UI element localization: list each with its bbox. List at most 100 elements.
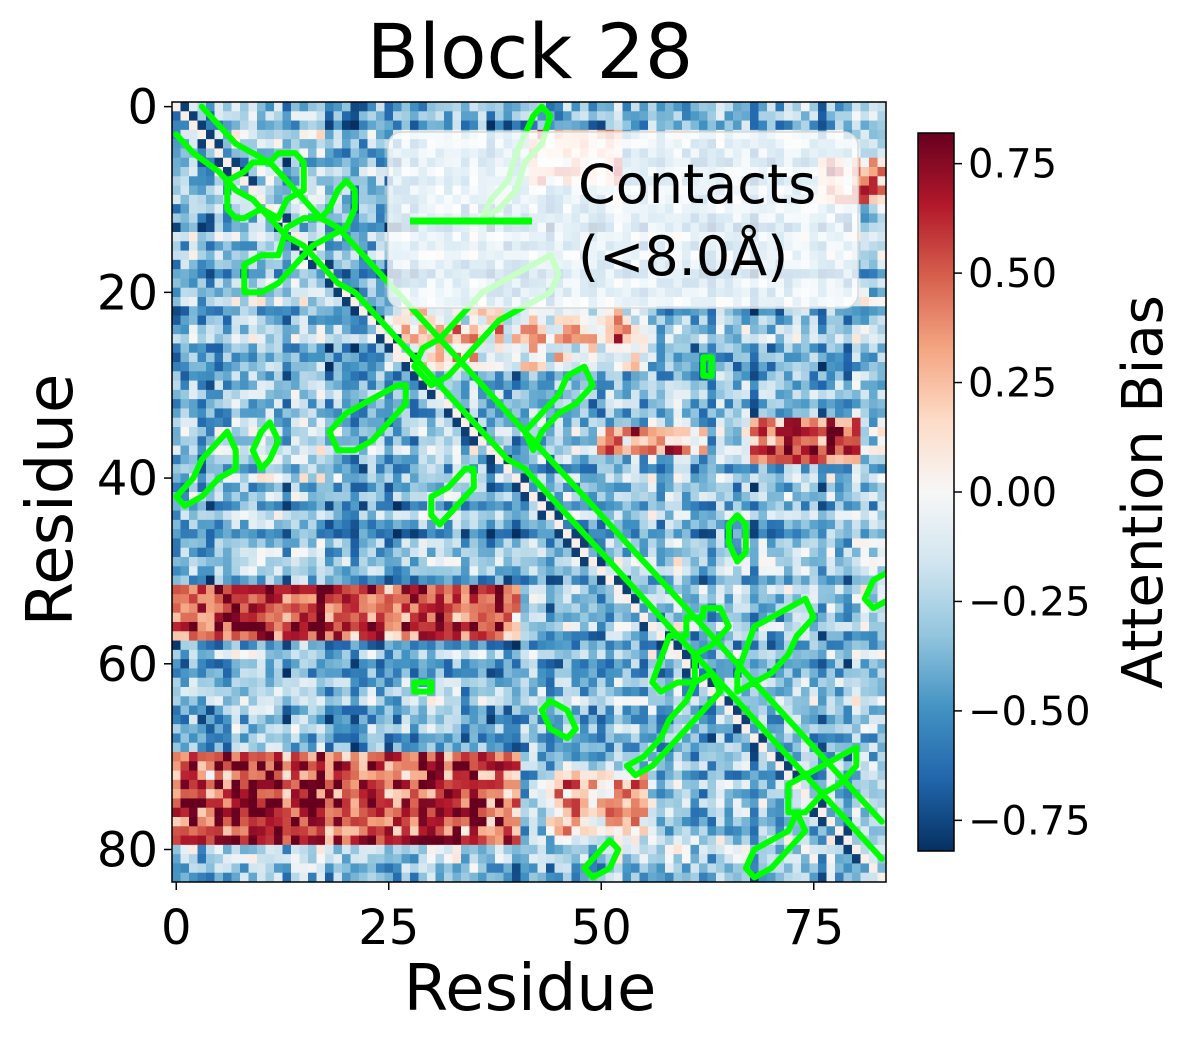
heatmap-cell [418,649,428,660]
heatmap-cell [231,501,241,511]
heatmap-cell [503,612,513,623]
heatmap-cell [512,399,521,409]
heatmap-cell [546,306,555,316]
heatmap-cell [852,389,861,400]
heatmap-cell [495,519,504,530]
heatmap-cell [563,594,572,604]
heatmap-cell [376,259,385,270]
heatmap-cell [291,222,300,233]
heatmap-cell [461,445,470,456]
heatmap-cell [733,334,742,344]
heatmap-cell [342,278,351,289]
heatmap-cell [265,111,275,121]
heatmap-cell [537,529,547,539]
heatmap-cell [597,557,606,567]
heatmap-cell [214,529,224,539]
heatmap-cell [316,287,326,298]
heatmap-cell [682,547,691,558]
heatmap-cell [877,148,887,159]
heatmap-cell [563,352,572,363]
heatmap-cell [673,399,683,409]
heatmap-cell [758,594,768,604]
heatmap-cell [690,557,700,567]
heatmap-cell [376,297,385,307]
heatmap-cell [172,575,181,586]
heatmap-cell [852,640,861,651]
heatmap-cell [435,492,445,502]
heatmap-cell [775,324,785,335]
heatmap-cell [809,631,819,641]
heatmap-cell [741,501,751,511]
heatmap-cell [384,334,394,344]
heatmap-cell [639,575,649,586]
heatmap-cell [843,417,853,428]
heatmap-cell [231,622,241,632]
heatmap-cell [299,306,309,316]
heatmap-cell [656,417,666,428]
heatmap-cell [418,417,428,428]
heatmap-cell [359,492,368,502]
heatmap-cell [248,454,258,465]
heatmap-cell [656,594,666,604]
heatmap-cell [495,482,504,493]
heatmap-cell [529,324,538,335]
heatmap-cell [682,427,691,437]
heatmap-cell [546,408,555,419]
heatmap-cell [571,315,581,326]
heatmap-cell [257,129,266,140]
heatmap-cell [418,120,428,131]
heatmap-cell [435,343,445,354]
heatmap-cell [189,213,198,224]
heatmap-cell [741,408,751,419]
heatmap-cell [750,557,759,567]
heatmap-cell [741,324,751,335]
heatmap-cell [299,222,309,233]
heatmap-cell [809,445,819,456]
heatmap-cell [503,324,513,335]
heatmap-cell [860,269,870,279]
heatmap-cell [223,566,232,576]
heatmap-cell [758,427,768,437]
heatmap-cell [308,259,317,270]
heatmap-cell [257,603,266,614]
heatmap-cell [503,584,513,595]
heatmap-cell [367,380,377,391]
heatmap-cell [427,594,436,604]
heatmap-cell [308,399,317,409]
heatmap-cell [529,389,538,400]
heatmap-cell [852,473,861,484]
heatmap-cell [843,575,853,586]
heatmap-cell [214,547,224,558]
heatmap-cell [801,120,810,131]
heatmap-cell [571,427,581,437]
heatmap-cell [826,427,836,437]
heatmap-cell [384,399,394,409]
heatmap-cell [716,473,725,484]
heatmap-cell [367,352,377,363]
heatmap-cell [248,482,258,493]
heatmap-cell [784,594,793,604]
heatmap-cell [367,362,377,372]
heatmap-cell [291,287,300,298]
heatmap-cell [673,464,683,474]
heatmap-cell [427,640,436,651]
heatmap-cell [614,315,623,326]
heatmap-cell [418,306,428,316]
heatmap-cell [342,324,351,335]
heatmap-cell [869,139,878,149]
heatmap-cell [393,362,402,372]
heatmap-cell [571,612,581,623]
heatmap-cell [223,111,232,121]
heatmap-cell [707,427,717,437]
heatmap-cell [495,510,504,521]
heatmap-cell [452,454,462,465]
heatmap-cell [274,584,283,595]
heatmap-cell [359,584,368,595]
heatmap-cell [401,427,411,437]
heatmap-cell [308,371,317,381]
heatmap-cell [546,334,555,344]
heatmap-cell [750,529,759,539]
heatmap-cell [452,649,462,660]
heatmap-cell [597,408,606,419]
heatmap-cell [214,306,224,316]
